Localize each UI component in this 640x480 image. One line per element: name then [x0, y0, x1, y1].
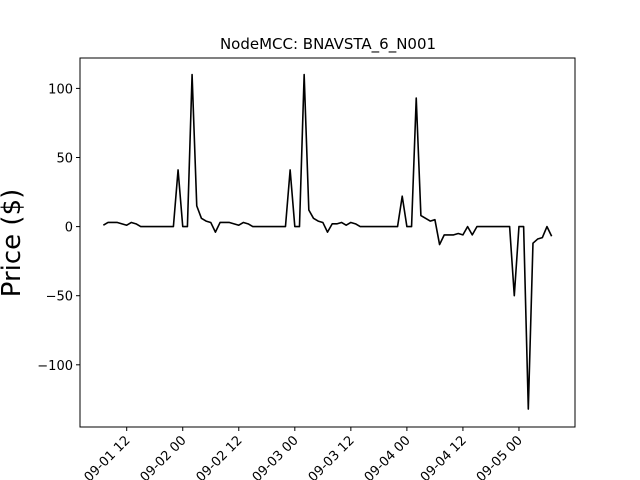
price-line: [102, 73, 553, 410]
x-tick-label: 09-04 12: [418, 433, 470, 480]
x-tick-label: 09-01 12: [82, 433, 134, 480]
y-tick-label: −100: [37, 359, 73, 374]
x-tick-label: 09-05 00: [474, 433, 526, 480]
y-tick-label: −50: [46, 290, 73, 305]
y-tick-label: 100: [48, 82, 73, 97]
x-tick-label: 09-03 00: [250, 433, 302, 480]
x-tick-label: 09-03 12: [306, 433, 358, 480]
y-axis-label: Price ($): [0, 189, 27, 298]
x-tick-label: 09-02 00: [138, 433, 190, 480]
chart-title: NodeMCC: BNAVSTA_6_N001: [220, 35, 436, 54]
x-tick-label: 09-04 00: [362, 433, 414, 480]
y-tick-label: 50: [56, 152, 73, 167]
x-tick-label: 09-02 12: [194, 433, 246, 480]
y-tick-label: 0: [65, 221, 73, 236]
plot-frame: [79, 57, 576, 428]
